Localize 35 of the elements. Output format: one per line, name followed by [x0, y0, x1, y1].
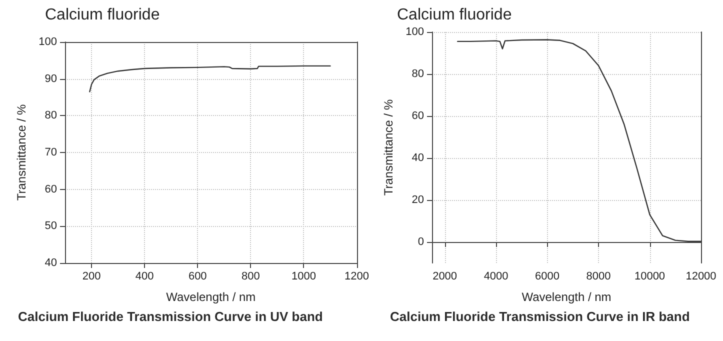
x-tick-label: 600: [188, 270, 207, 282]
y-tick-label: 50: [44, 220, 57, 232]
chart-title: Calcium fluoride: [397, 6, 512, 24]
y-tick-label: 90: [44, 72, 57, 85]
x-tick-label: 10000: [634, 270, 666, 282]
line-series: [457, 39, 702, 242]
y-axis-title: Transmittance / %: [382, 99, 396, 196]
y-tick-label: 80: [44, 110, 57, 122]
x-tick-label: 12000: [686, 270, 716, 282]
x-tick-label: 200: [82, 270, 101, 282]
line-series: [89, 65, 331, 92]
x-tick-label: 800: [241, 270, 260, 282]
y-tick-label: 40: [44, 257, 57, 269]
x-tick-label: 1000: [291, 270, 316, 282]
x-tick-label: 6000: [535, 270, 560, 282]
y-tick-label: 60: [412, 110, 424, 122]
text: Calcium Fluoride Transmission Curve in IR band: [390, 309, 690, 324]
y-tick-label: 70: [44, 146, 57, 158]
y-tick-label: 20: [412, 194, 424, 206]
x-tick-label: 8000: [586, 270, 611, 282]
y-tick-label: 40: [412, 152, 424, 164]
x-axis-title: Wavelength / nm: [166, 290, 256, 304]
x-tick-label: 2000: [432, 270, 458, 282]
x-tick-label: 4000: [484, 270, 508, 282]
x-axis-title: Wavelength / nm: [522, 290, 612, 304]
y-tick-label: 100: [38, 36, 57, 48]
y-tick-label: 100: [406, 26, 424, 38]
chart-title: Calcium fluoride: [45, 6, 160, 24]
y-tick-label: 60: [44, 183, 57, 196]
y-tick-label: 0: [418, 236, 424, 248]
y-axis-title: Transmittance / %: [14, 104, 29, 201]
x-tick-label: 400: [135, 270, 154, 282]
text: Calcium Fluoride Transmission Curve in UV band: [18, 309, 323, 324]
x-tick-label: 1200: [344, 270, 370, 282]
y-tick-label: 80: [412, 68, 424, 80]
